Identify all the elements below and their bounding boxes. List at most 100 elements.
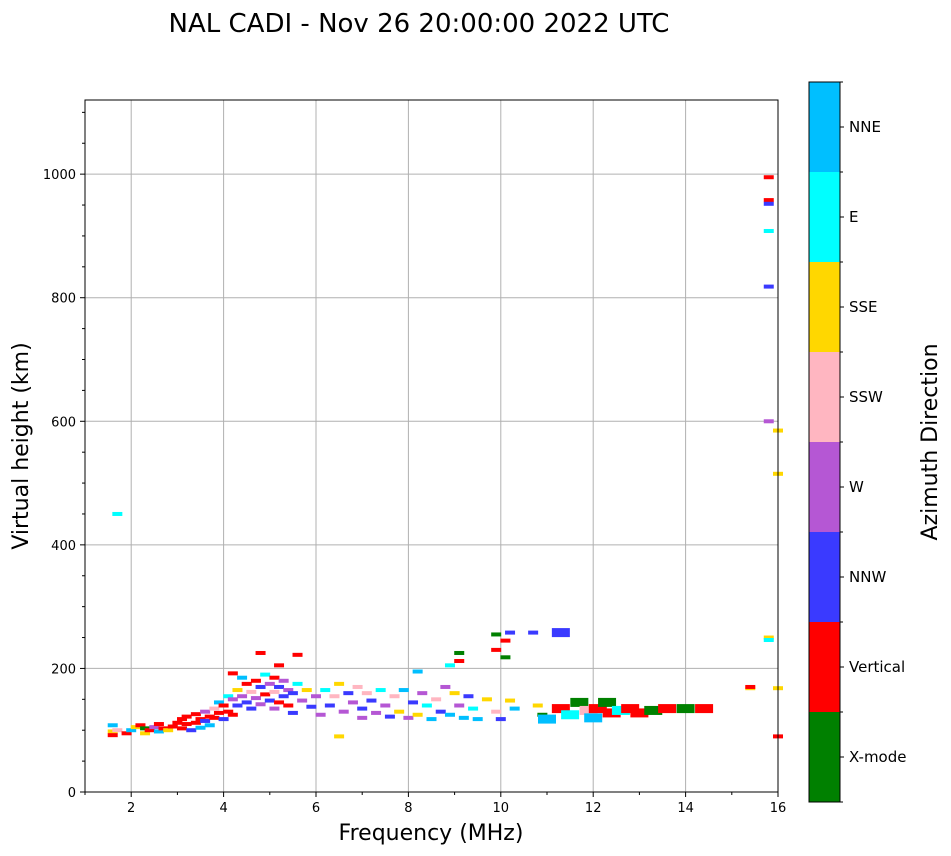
- data-point: [347, 700, 358, 705]
- data-point: [426, 717, 437, 722]
- data-point: [417, 691, 428, 696]
- data-point: [306, 704, 317, 709]
- data-point: [311, 694, 321, 699]
- x-tick-label: 4: [219, 801, 227, 816]
- data-point: [177, 717, 188, 722]
- data-point: [144, 728, 155, 733]
- x-tick-label: 14: [677, 801, 694, 816]
- data-point: [444, 663, 455, 668]
- data-point: [384, 714, 395, 719]
- data-point: [472, 717, 483, 722]
- colorbar-segment: [809, 712, 840, 802]
- x-axis-label: Frequency (MHz): [339, 821, 524, 846]
- data-point: [644, 705, 663, 715]
- data-point: [209, 715, 220, 720]
- y-tick-label: 200: [51, 662, 76, 677]
- colorbar-tick-label: NNE: [849, 118, 881, 136]
- data-point: [588, 704, 607, 714]
- data-point: [551, 628, 570, 638]
- data-point: [204, 723, 215, 728]
- colorbar-segment: [809, 262, 840, 352]
- data-point: [412, 712, 423, 717]
- data-point: [209, 706, 220, 711]
- data-point: [292, 652, 303, 657]
- data-point: [630, 708, 649, 718]
- data-point: [398, 688, 409, 693]
- data-point: [190, 720, 201, 725]
- data-point: [149, 725, 160, 730]
- colorbar-tick-label: X-mode: [849, 748, 906, 766]
- data-point: [255, 650, 266, 655]
- colorbar-segment: [809, 532, 840, 622]
- data-point: [481, 697, 492, 702]
- data-point: [181, 714, 192, 719]
- data-point: [538, 714, 556, 724]
- data-point: [380, 703, 391, 708]
- x-axis-ticks: 2 4 6 8 10 12 14 16: [84, 792, 786, 816]
- data-point: [334, 681, 345, 686]
- data-point: [435, 709, 446, 714]
- data-point: [532, 703, 543, 708]
- data-point: [274, 684, 285, 689]
- data-point: [269, 706, 280, 711]
- data-point: [458, 715, 469, 720]
- data-point: [561, 710, 580, 720]
- data-point: [528, 630, 539, 635]
- data-point: [389, 694, 400, 699]
- data-point: [153, 729, 164, 734]
- data-point: [177, 726, 188, 731]
- data-point: [495, 717, 506, 722]
- colorbar-tick-label: W: [849, 478, 864, 496]
- colorbar-label: Azimuth Direction: [918, 343, 943, 540]
- data-point: [763, 638, 774, 643]
- data-point: [107, 723, 118, 728]
- data-point: [320, 688, 331, 693]
- colorbar-tick-label: NNW: [849, 568, 886, 586]
- data-point: [454, 703, 465, 708]
- colorbar-segment: [809, 172, 840, 262]
- data-point: [250, 678, 261, 683]
- data-point: [334, 734, 345, 739]
- data-point: [107, 733, 118, 738]
- data-point: [611, 705, 630, 715]
- data-point: [658, 704, 677, 714]
- data-point: [763, 635, 774, 640]
- data-point: [283, 703, 294, 708]
- data-point: [763, 419, 774, 424]
- data-point: [509, 706, 520, 711]
- data-point: [241, 681, 252, 686]
- data-point: [763, 175, 774, 180]
- data-point: [213, 710, 224, 715]
- data-point: [190, 712, 201, 717]
- data-point: [264, 681, 275, 686]
- data-point: [421, 703, 432, 708]
- data-point: [250, 696, 261, 701]
- data-point: [135, 723, 146, 728]
- colorbar-frame: [808, 81, 841, 803]
- data-point: [491, 647, 502, 652]
- data-point: [463, 694, 474, 699]
- data-point: [241, 700, 252, 705]
- data-point: [505, 698, 516, 703]
- data-point: [338, 709, 349, 714]
- data-point: [287, 710, 298, 715]
- data-point: [352, 684, 363, 689]
- data-point: [440, 684, 451, 689]
- data-point: [227, 671, 238, 676]
- data-point: [260, 692, 271, 697]
- colorbar-segment: [809, 82, 840, 172]
- data-point: [227, 697, 238, 702]
- data-point: [371, 710, 382, 715]
- y-tick-label: 800: [51, 292, 76, 307]
- data-point: [232, 703, 243, 708]
- colorbar-segment: [809, 352, 840, 442]
- data-point: [551, 704, 570, 714]
- data-point: [232, 688, 243, 693]
- colorbar-tick-label: Vertical: [849, 658, 905, 676]
- data-point: [357, 706, 368, 711]
- data-point: [287, 691, 298, 696]
- colorbar-tick-label: SSE: [849, 298, 878, 316]
- colorbar-tick-label: SSW: [849, 388, 883, 406]
- x-tick-label: 12: [585, 801, 602, 816]
- data-point: [444, 712, 455, 717]
